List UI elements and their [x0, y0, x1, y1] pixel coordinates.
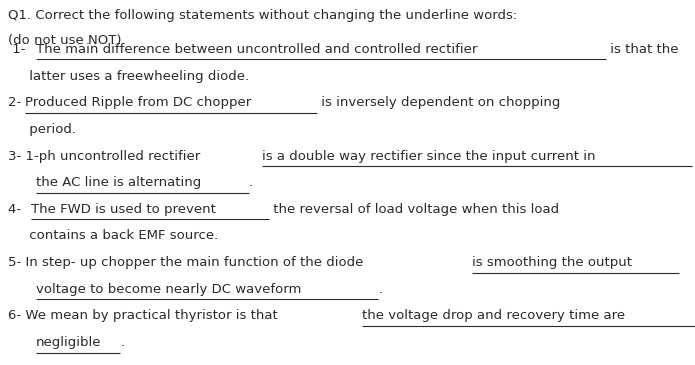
- Text: voltage to become nearly DC waveform: voltage to become nearly DC waveform: [35, 283, 301, 296]
- Text: 3- 1-ph uncontrolled rectifier: 3- 1-ph uncontrolled rectifier: [8, 150, 205, 162]
- Text: The FWD is used to prevent: The FWD is used to prevent: [31, 203, 215, 216]
- Text: latter uses a freewheeling diode.: latter uses a freewheeling diode.: [8, 70, 250, 82]
- Text: .: .: [378, 283, 382, 296]
- Text: contains a back EMF source.: contains a back EMF source.: [8, 230, 219, 242]
- Text: 6- We mean by practical thyristor is that: 6- We mean by practical thyristor is tha…: [8, 310, 282, 322]
- Text: period.: period.: [8, 123, 76, 136]
- Text: is inversely dependent on chopping: is inversely dependent on chopping: [318, 96, 561, 109]
- Text: 1-: 1-: [8, 43, 30, 56]
- Text: is a double way rectifier since the input current in: is a double way rectifier since the inpu…: [262, 150, 596, 162]
- Text: 5- In step- up chopper the main function of the diode: 5- In step- up chopper the main function…: [8, 256, 368, 269]
- Text: (do not use NOT): (do not use NOT): [8, 34, 122, 47]
- Text: negligible: negligible: [35, 336, 101, 349]
- Text: is that the: is that the: [606, 43, 678, 56]
- Text: the reversal of load voltage when this load: the reversal of load voltage when this l…: [269, 203, 559, 216]
- Text: the AC line is alternating: the AC line is alternating: [35, 176, 201, 189]
- Text: the voltage drop and recovery time are: the voltage drop and recovery time are: [362, 310, 625, 322]
- Text: .: .: [120, 336, 124, 349]
- Text: .: .: [249, 176, 253, 189]
- Text: The main difference between uncontrolled and controlled rectifier: The main difference between uncontrolled…: [36, 43, 477, 56]
- Text: is smoothing the output: is smoothing the output: [473, 256, 632, 269]
- Text: 4-: 4-: [8, 203, 26, 216]
- Text: 2-: 2-: [8, 96, 22, 109]
- Text: Q1. Correct the following statements without changing the underline words:: Q1. Correct the following statements wit…: [8, 9, 518, 22]
- Text: Produced Ripple from DC chopper: Produced Ripple from DC chopper: [26, 96, 252, 109]
